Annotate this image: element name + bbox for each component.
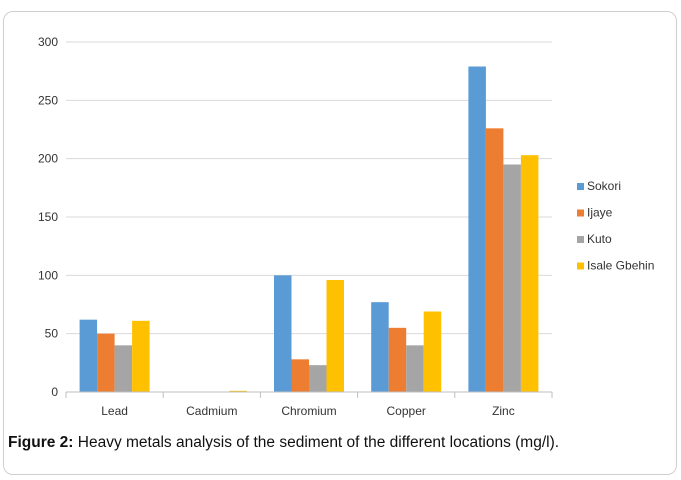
- x-axis: Lead Cadmium Chromium Copper Zinc: [65, 391, 553, 418]
- figure-caption-text: Heavy metals analysis of the sediment of…: [73, 434, 560, 451]
- bars: [79, 66, 539, 393]
- bar-sokori-copper: [371, 302, 389, 392]
- y-tick-label: 200: [38, 152, 58, 166]
- y-tick-label: 100: [38, 268, 58, 282]
- bar-sokori-lead: [79, 319, 98, 392]
- legend-label-ijaye: Ijaye: [587, 206, 613, 220]
- y-tick-label: 150: [38, 210, 58, 224]
- y-tick-label: 300: [38, 35, 58, 49]
- bar-sokori-chromium: [274, 275, 292, 392]
- bar-isale-gbehin-cadmium: [229, 390, 247, 392]
- bar-chart: 0 50 100 150 200 250 300 Lead Cadmium Chromium Co…: [38, 35, 654, 418]
- legend-label-isale-gbehin: Isale Gbehin: [587, 259, 654, 273]
- legend-swatch-sokori: [577, 183, 584, 190]
- x-tick-label: Zinc: [492, 404, 515, 418]
- bar-ijaye-lead: [97, 333, 115, 392]
- y-tick-label: 250: [38, 93, 58, 107]
- x-tick-label: Cadmium: [186, 404, 237, 418]
- legend-label-kuto: Kuto: [587, 232, 612, 246]
- figure-label: Figure 2:: [8, 434, 74, 451]
- x-tick-label: Chromium: [281, 404, 336, 418]
- bar-isale-gbehin-lead: [132, 320, 150, 392]
- bar-kuto-copper: [406, 345, 424, 392]
- x-tick-label: Copper: [387, 404, 426, 418]
- bar-sokori-zinc: [468, 66, 486, 392]
- legend-label-sokori: Sokori: [587, 179, 621, 193]
- bar-isale-gbehin-copper: [423, 311, 442, 392]
- legend-swatch-ijaye: [577, 209, 584, 217]
- y-tick-label: 0: [51, 385, 58, 399]
- figure-frame: [3, 11, 677, 475]
- bar-isale-gbehin-zinc: [520, 155, 539, 392]
- figure-caption: Figure 2: Heavy metals analysis of the s…: [8, 433, 672, 452]
- bar-ijaye-chromium: [291, 359, 309, 392]
- x-tick-label: Lead: [101, 404, 128, 418]
- legend: Sokori Ijaye Kuto Isale Gbehin: [577, 179, 654, 273]
- bar-kuto-zinc: [503, 164, 521, 392]
- y-axis-tick-labels: 0 50 100 150 200 250 300: [38, 35, 58, 399]
- bar-ijaye-zinc: [485, 128, 504, 393]
- bar-isale-gbehin-chromium: [326, 280, 344, 392]
- bar-kuto-chromium: [309, 365, 327, 392]
- bar-kuto-lead: [114, 345, 133, 392]
- legend-swatch-kuto: [577, 236, 584, 243]
- legend-swatch-isale-gbehin: [577, 262, 584, 270]
- y-tick-label: 50: [45, 327, 59, 341]
- bar-ijaye-copper: [388, 327, 407, 392]
